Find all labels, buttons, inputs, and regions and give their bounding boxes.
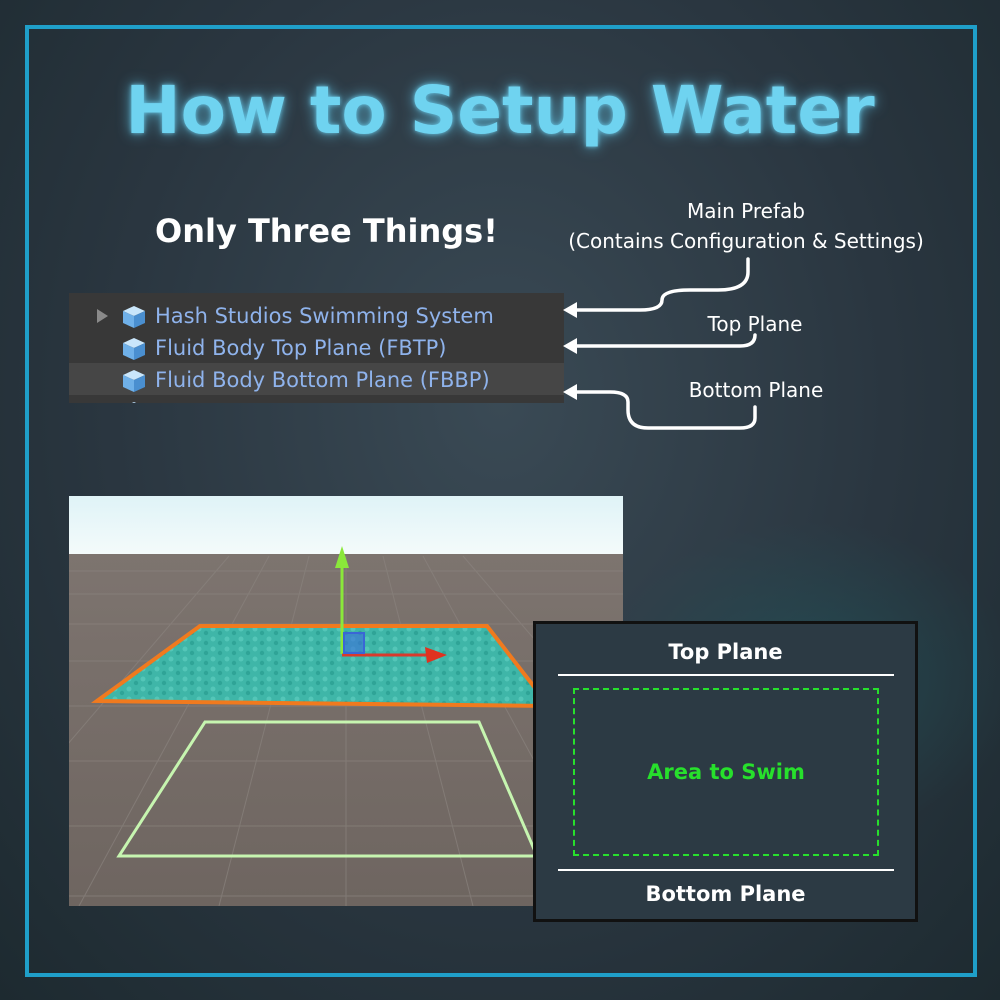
diagram-bottom-line [558,869,894,871]
sky [69,496,623,554]
expand-arrow-icon[interactable] [97,309,108,323]
hierarchy-panel: Hash Studios Swimming System Fluid Body … [69,293,564,403]
prefab-cube-icon [131,402,137,403]
hierarchy-row-swimming-system[interactable]: Hash Studios Swimming System [69,299,564,331]
diagram-swim-area: Area to Swim [573,688,879,856]
diagram-top-line [558,674,894,676]
subtitle: Only Three Things! [155,212,498,250]
hierarchy-item-label: Hash Studios Swimming System [155,304,494,328]
gizmo-x-arrow-icon[interactable] [425,647,447,663]
diagram-bottom-label: Bottom Plane [645,882,806,906]
hierarchy-row-bottom-plane[interactable]: Fluid Body Bottom Plane (FBBP) [69,363,564,395]
arrow-head-top [563,338,577,354]
swim-area-diagram: Top Plane Area to Swim Bottom Plane [533,621,918,922]
arrow-bottom-plane [568,390,757,430]
scene-viewport[interactable] [69,496,623,906]
prefab-cube-icon [123,306,145,328]
annotation-main-prefab-detail: (Contains Configuration & Settings) [568,229,924,253]
arrow-head-main [563,302,577,318]
arrow-head-bottom [563,384,577,400]
annotation-bottom-plane: Bottom Plane [688,378,824,402]
hierarchy-row-top-plane[interactable]: Fluid Body Top Plane (FBTP) [69,331,564,363]
hierarchy-row-cut-bottom [69,395,564,403]
hierarchy-item-label: Fluid Body Top Plane (FBTP) [155,336,447,360]
page-title: How to Setup Water [125,72,875,149]
gizmo-y-arrow-icon[interactable] [335,546,349,568]
gizmo-plane-handle[interactable] [343,632,365,654]
diagram-top-label: Top Plane [668,640,783,664]
hierarchy-item-label: Fluid Body Bottom Plane (FBBP) [155,368,490,392]
diagram-area-label: Area to Swim [647,760,805,784]
prefab-cube-icon [123,370,145,392]
arrow-top-plane [568,333,757,348]
prefab-cube-icon [123,338,145,360]
arrow-main-prefab [568,257,750,312]
annotation-main-prefab: Main Prefab [687,199,805,223]
annotation-top-plane: Top Plane [707,312,803,336]
outer-frame [25,25,977,977]
